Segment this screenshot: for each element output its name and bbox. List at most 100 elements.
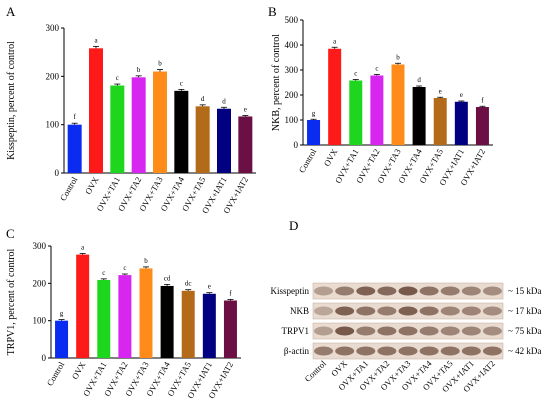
significance-letter: f xyxy=(481,96,484,104)
blot-lane-label: Control xyxy=(303,358,329,384)
y-axis-label: NKB, percent of control xyxy=(271,34,282,131)
blot-protein-label: Kisspeptin xyxy=(270,286,309,296)
bar xyxy=(328,48,342,145)
bar xyxy=(110,85,125,173)
x-category-label: OVX xyxy=(83,175,101,196)
significance-letter: e xyxy=(439,87,442,95)
y-axis-label: Kisspeptin, percent of control xyxy=(6,41,17,160)
blot-band xyxy=(461,306,481,316)
significance-letter: g xyxy=(312,109,316,117)
blot-band xyxy=(419,306,439,316)
blot-protein-label: NKB xyxy=(290,306,309,316)
y-tick-label: 300 xyxy=(33,241,47,251)
significance-letter: c xyxy=(123,264,126,272)
bar xyxy=(217,108,231,173)
blot-band xyxy=(461,286,481,296)
blot-band xyxy=(356,346,376,356)
significance-letter: d xyxy=(201,95,205,103)
bar xyxy=(97,279,111,358)
blot-band xyxy=(335,326,355,336)
y-tick-label: 200 xyxy=(46,71,60,81)
blot-band xyxy=(440,346,460,356)
significance-letter: e xyxy=(244,105,247,113)
significance-letter: d xyxy=(222,97,226,105)
y-tick-label: 300 xyxy=(46,23,60,33)
y-tick-label: 200 xyxy=(33,278,47,288)
blot-band xyxy=(335,306,355,316)
blot-band xyxy=(377,306,397,316)
blot-band xyxy=(461,346,481,356)
blot-band xyxy=(482,346,502,356)
y-tick-label: 100 xyxy=(285,115,299,125)
bar xyxy=(181,290,195,358)
significance-letter: a xyxy=(81,243,85,251)
significance-letter: b xyxy=(137,66,141,74)
bar xyxy=(370,75,384,145)
blot-band xyxy=(335,346,355,356)
significance-letter: g xyxy=(60,310,64,318)
bar xyxy=(139,268,153,358)
blot-band xyxy=(314,346,334,356)
blot-band xyxy=(377,346,397,356)
bar xyxy=(118,275,132,358)
significance-letter: dc xyxy=(185,280,192,288)
panel-label: A xyxy=(6,4,16,19)
significance-letter: c xyxy=(354,70,357,78)
bar xyxy=(307,120,321,145)
y-tick-label: 0 xyxy=(55,168,60,178)
bar xyxy=(412,87,426,145)
blot-band xyxy=(419,346,439,356)
blot-band xyxy=(314,286,334,296)
bar xyxy=(223,300,237,358)
bar xyxy=(131,77,146,173)
bar xyxy=(153,71,167,173)
blot-band xyxy=(440,286,460,296)
significance-letter: c xyxy=(180,79,183,87)
x-category-label: Control xyxy=(297,146,319,174)
significance-letter: b xyxy=(158,60,162,68)
blot-band xyxy=(377,286,397,296)
bar xyxy=(195,106,210,173)
significance-letter: b xyxy=(144,257,148,265)
blot-band xyxy=(440,306,460,316)
blot-band xyxy=(398,326,418,336)
bar xyxy=(174,90,189,173)
y-tick-label: 0 xyxy=(42,353,47,363)
significance-letter: e xyxy=(460,91,463,99)
blot-band xyxy=(419,326,439,336)
blot-band xyxy=(482,306,502,316)
panel-label: B xyxy=(268,4,277,19)
panel-label: D xyxy=(289,218,298,233)
y-axis-label: TRPV1, percent of control xyxy=(6,248,17,355)
panel-b: B NKB, percent of control 0 100 200 300 400 500… xyxy=(268,4,493,187)
blot-size-label: ~ 42 kDa xyxy=(508,346,541,356)
blot-band xyxy=(356,326,376,336)
significance-letter: e xyxy=(208,283,211,291)
panel-c: C TRPV1, percent of control 0 100 200 300 g Con… xyxy=(6,226,241,400)
bar xyxy=(238,116,253,173)
significance-letter: f xyxy=(73,113,76,121)
blot-band xyxy=(461,326,481,336)
bar xyxy=(55,320,69,358)
bar xyxy=(454,101,468,145)
bar xyxy=(160,285,174,358)
y-tick-label: 500 xyxy=(285,15,299,25)
y-tick-label: 100 xyxy=(46,120,60,130)
blot-band xyxy=(440,326,460,336)
blot-band xyxy=(335,286,355,296)
y-tick-label: 400 xyxy=(285,40,299,50)
significance-letter: a xyxy=(94,36,98,44)
y-tick-label: 300 xyxy=(285,65,299,75)
bar xyxy=(67,124,82,173)
blot-size-label: ~ 75 kDa xyxy=(508,326,541,336)
blot-size-label: ~ 17 kDa xyxy=(508,306,541,316)
blot-band xyxy=(419,286,439,296)
blot-band xyxy=(398,286,418,296)
blot-protein-label: β-actin xyxy=(284,346,310,356)
bar xyxy=(433,98,447,145)
blot-band xyxy=(398,306,418,316)
significance-letter: d xyxy=(417,76,421,84)
significance-letter: c xyxy=(375,65,378,73)
significance-letter: cd xyxy=(164,274,171,282)
